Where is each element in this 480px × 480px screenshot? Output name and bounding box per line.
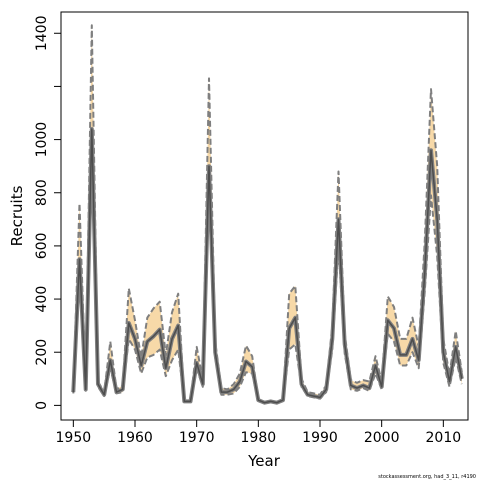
y-tick-label-0: 0 <box>34 401 50 410</box>
y-axis-title: Recruits <box>8 185 26 246</box>
x-tick-label-1960: 1960 <box>117 430 153 446</box>
x-tick-label-2010: 2010 <box>426 430 462 446</box>
y-tick-label-1400: 1400 <box>34 15 50 51</box>
y-tick-label-200: 200 <box>34 339 50 366</box>
credit-text: stockassessment.org, had_3_11, r4190 <box>378 474 476 480</box>
series-lines <box>71 24 464 405</box>
x-axis-title: Year <box>247 452 281 470</box>
x-tick-label-1950: 1950 <box>56 430 92 446</box>
y-tick-label-800: 800 <box>34 179 50 206</box>
x-tick-label-1990: 1990 <box>302 430 338 446</box>
y-tick-label-600: 600 <box>34 233 50 260</box>
x-tick-label-2000: 2000 <box>364 430 400 446</box>
x-axis: 1950 1960 1970 1980 1990 2000 2010 <box>56 420 462 446</box>
x-tick-label-1980: 1980 <box>241 430 277 446</box>
y-axis: 0 200 400 600 800 1000 1400 <box>34 15 61 410</box>
estimate-line <box>72 128 463 404</box>
y-tick-label-400: 400 <box>34 286 50 313</box>
plot-frame <box>60 11 469 421</box>
x-tick-label-1970: 1970 <box>179 430 215 446</box>
y-tick-label-1000: 1000 <box>34 122 50 158</box>
